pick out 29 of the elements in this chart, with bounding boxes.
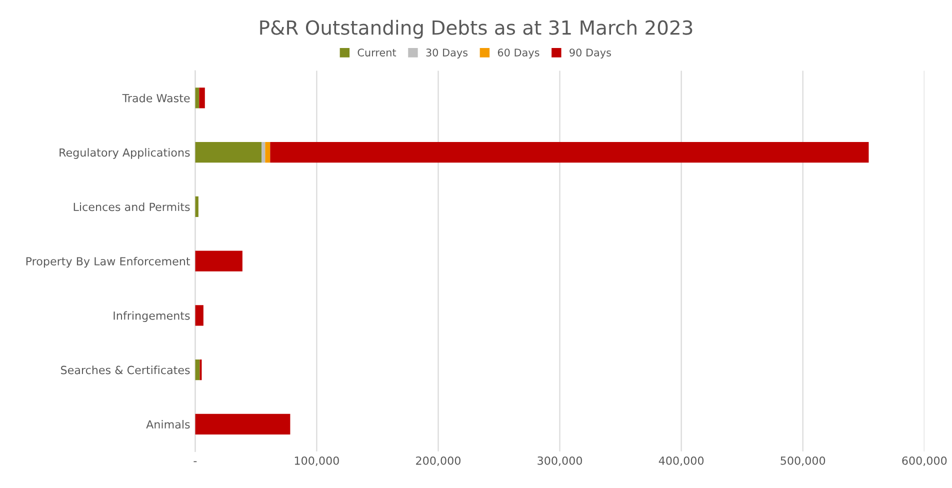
legend-label: 60 Days: [498, 48, 540, 58]
x-tick-label: 200,000: [416, 456, 460, 466]
x-tick-label: -: [194, 461, 197, 462]
x-tick-label: 300,000: [538, 456, 582, 466]
x-tick-label: 100,000: [294, 456, 339, 466]
bar: [195, 414, 290, 435]
bar: [195, 250, 242, 272]
x-tick-label: 400,000: [658, 456, 704, 466]
chart-title: P&R Outstanding Debts as at 31 March 2023: [260, 20, 692, 39]
bar: [270, 142, 869, 163]
legend-label: 90 Days: [570, 48, 611, 58]
x-tick-label: 500,000: [780, 456, 826, 466]
legend-label: 30 Days: [426, 48, 468, 58]
bar: [195, 360, 200, 380]
bar: [262, 142, 266, 163]
y-tick-label: Property By Law Enforcement: [26, 256, 190, 268]
legend-label: Current: [358, 48, 396, 56]
bar: [265, 142, 270, 163]
x-tick-label: 600,000: [902, 456, 947, 466]
y-tick-label: Animals: [146, 420, 190, 429]
bar: [195, 196, 198, 218]
y-tick-label: Trade Waste: [122, 94, 190, 102]
y-tick-label: Regulatory Applications: [60, 148, 190, 159]
y-tick-label: Licences and Permits: [74, 202, 190, 212]
bar: [195, 142, 262, 163]
y-tick-label: Searches & Certificates: [61, 366, 190, 374]
y-tick-label: Infringements: [114, 311, 190, 322]
bar: [195, 305, 204, 326]
bar: [199, 88, 205, 108]
